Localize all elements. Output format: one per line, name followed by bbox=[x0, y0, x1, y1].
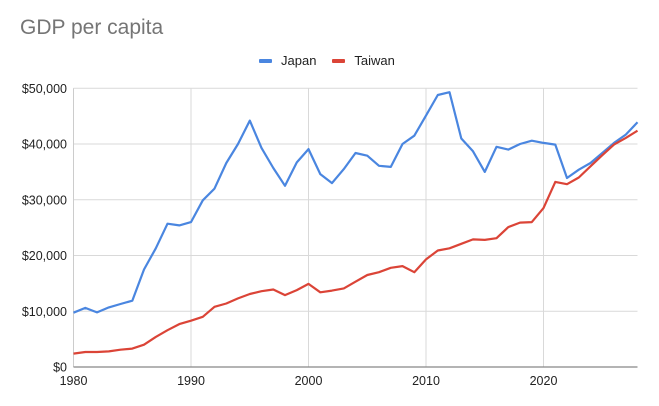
x-tick-label: 2000 bbox=[295, 374, 323, 388]
series-line-taiwan[interactable] bbox=[73, 129, 639, 355]
y-tick-label: $10,000 bbox=[22, 305, 67, 319]
x-axis-ticks: 1980 1990 2000 2010 2020 bbox=[60, 374, 558, 388]
x-tick-label: 1990 bbox=[177, 374, 205, 388]
japan-swatch-icon bbox=[259, 58, 272, 63]
x-tick-label: 1980 bbox=[60, 374, 88, 388]
y-tick-label: $50,000 bbox=[22, 82, 67, 96]
y-tick-label: $0 bbox=[53, 361, 67, 375]
y-axis-ticks: $0 $10,000 $20,000 $30,000 $40,000 $50,000 bbox=[22, 82, 67, 375]
taiwan-swatch-icon bbox=[332, 58, 346, 63]
x-tick-label: 2020 bbox=[530, 374, 558, 388]
legend-label-japan: Japan bbox=[281, 53, 317, 68]
series-line-japan[interactable] bbox=[73, 91, 639, 314]
y-tick-label: $20,000 bbox=[22, 249, 67, 263]
legend-label-taiwan: Taiwan bbox=[354, 53, 395, 68]
y-tick-label: $30,000 bbox=[22, 193, 67, 207]
chart-title: GDP per capita bbox=[20, 16, 164, 39]
legend-item-taiwan[interactable]: Taiwan bbox=[332, 53, 395, 68]
data-lines bbox=[73, 91, 639, 355]
legend-item-japan[interactable]: Japan bbox=[259, 53, 316, 68]
gridlines bbox=[73, 87, 638, 368]
x-tick-label: 2010 bbox=[412, 374, 440, 388]
chart-legend: Japan Taiwan bbox=[259, 53, 411, 68]
y-tick-label: $40,000 bbox=[22, 138, 67, 152]
